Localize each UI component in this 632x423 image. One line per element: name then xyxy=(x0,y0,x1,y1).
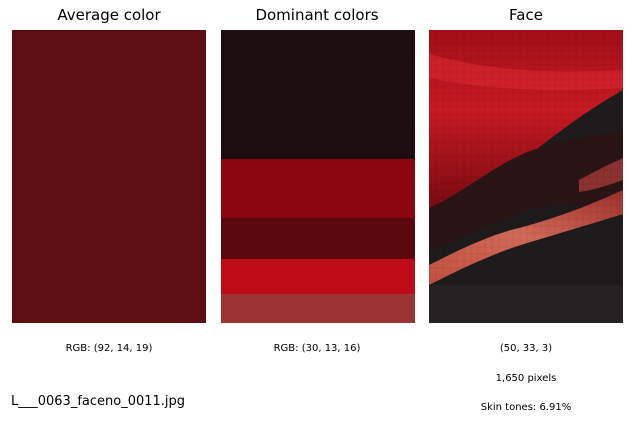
dominant-color-rgb-caption: RGB: (30, 13, 16) xyxy=(273,343,361,354)
dominant-color-swatch xyxy=(221,259,415,294)
face-crop-image xyxy=(429,30,623,323)
average-color-title: Average color xyxy=(57,6,161,24)
image-filename: L___0063_faceno_0011.jpg xyxy=(11,394,186,409)
dominant-color-swatch xyxy=(221,218,415,259)
face-pixel-count-caption: 1,650 pixels xyxy=(495,373,557,384)
dominant-color-swatch xyxy=(221,159,415,218)
average-color-swatch xyxy=(12,30,206,323)
face-title: Face xyxy=(509,6,543,24)
face-color-caption: (50, 33, 3) xyxy=(499,343,553,354)
dominant-colors-stack xyxy=(221,30,415,323)
dominant-color-swatch xyxy=(221,294,415,323)
skin-tones-caption: Skin tones: 6.91% xyxy=(480,402,572,413)
dominant-color-swatch xyxy=(221,30,415,159)
average-color-rgb-caption: RGB: (92, 14, 19) xyxy=(65,343,153,354)
dominant-colors-title: Dominant colors xyxy=(255,6,379,24)
